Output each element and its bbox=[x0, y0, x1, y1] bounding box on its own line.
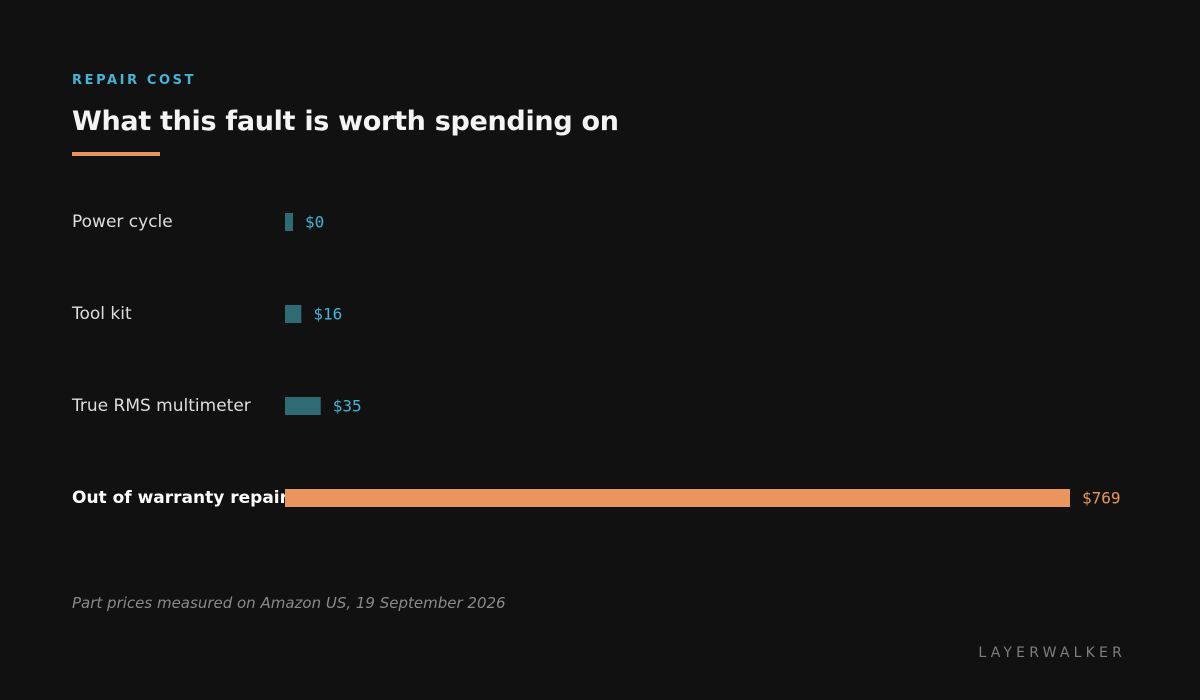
category-label-out-of-warranty-repair: Out of warranty repair bbox=[72, 488, 289, 508]
bar-out-of-warranty-repair bbox=[285, 489, 1070, 507]
category-label-true-rms-multimeter: True RMS multimeter bbox=[71, 396, 251, 416]
brand-wordmark: LAYERWALKER bbox=[978, 645, 1126, 661]
value-label-power-cycle: $0 bbox=[305, 213, 324, 232]
chart-eyebrow: REPAIR COST bbox=[72, 73, 197, 88]
footnote: Part prices measured on Amazon US, 19 Se… bbox=[72, 594, 506, 612]
value-label-tool-kit: $16 bbox=[313, 305, 342, 324]
category-label-power-cycle: Power cycle bbox=[72, 212, 173, 232]
chart-title: What this fault is worth spending on bbox=[72, 106, 619, 137]
bar-tool-kit bbox=[285, 305, 302, 323]
title-accent-rule bbox=[72, 152, 160, 156]
value-label-out-of-warranty-repair: $769 bbox=[1082, 489, 1121, 508]
bar-true-rms-multimeter bbox=[285, 397, 321, 415]
category-label-tool-kit: Tool kit bbox=[71, 304, 132, 324]
value-label-true-rms-multimeter: $35 bbox=[333, 397, 362, 416]
bar-power-cycle bbox=[285, 213, 293, 231]
